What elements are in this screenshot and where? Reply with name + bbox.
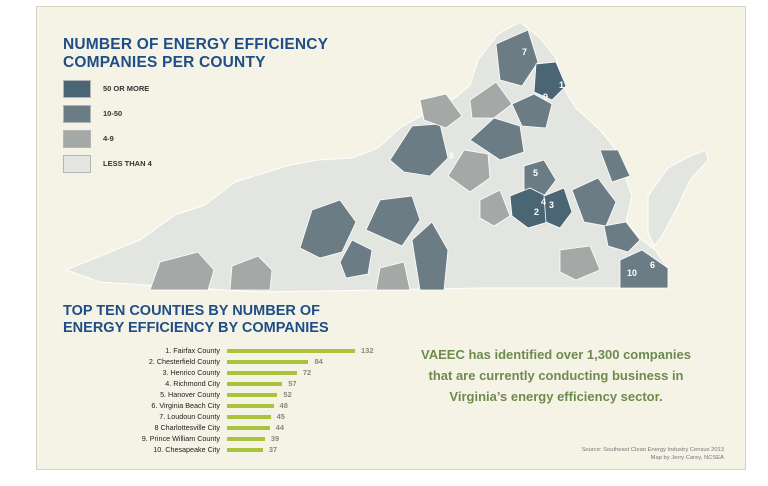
ranking-row: 1. Fairfax County 132 — [63, 346, 373, 357]
bar — [227, 448, 263, 452]
bar-label: 1. Fairfax County — [165, 346, 220, 355]
source-text: Source: Southeast Clean Energy Industry … — [581, 447, 724, 453]
bar-label: 5. Hanover County — [160, 390, 220, 399]
eastern-shore — [647, 149, 709, 247]
county-region — [571, 177, 617, 227]
county-region — [389, 123, 449, 177]
bar-value: 48 — [279, 401, 288, 410]
author-text: Map by Jerry Carey, NCSEA — [650, 455, 724, 461]
bar-value: 57 — [288, 379, 297, 388]
ranking-title: TOP TEN COUNTIES BY NUMBER OF ENERGY EFF… — [63, 303, 329, 336]
legend-swatch — [63, 155, 91, 173]
ranking-row: 8 Charlottesville City 44 — [63, 423, 363, 434]
county-region — [149, 251, 215, 291]
bar — [227, 349, 355, 353]
bar — [227, 426, 270, 430]
legend-item-50-or-more: 50 OR MORE — [63, 80, 263, 100]
bar-label: 4. Richmond City — [165, 379, 220, 388]
county-region — [495, 29, 539, 87]
county-label: 2 — [534, 207, 539, 217]
ranking-row: 7. Loudoun County 45 — [63, 412, 363, 423]
county-region — [603, 221, 641, 253]
county-region — [511, 93, 553, 129]
ranking-row: 3. Henrico County 72 — [63, 368, 363, 379]
bar-label: 9. Prince William County — [141, 434, 220, 443]
bar-label: 10. Chesapeake City — [153, 445, 220, 454]
county-region — [559, 245, 601, 281]
legend-swatch — [63, 130, 91, 148]
bar-label: 7. Loudoun County — [159, 412, 220, 421]
ranking-row: 4. Richmond City 57 — [63, 379, 363, 390]
county-region — [447, 149, 491, 193]
county-regions — [149, 29, 669, 291]
county-region — [419, 93, 463, 129]
county-region — [299, 199, 357, 259]
ranking-row: 9. Prince William County 39 — [63, 434, 363, 445]
legend-swatch — [63, 80, 91, 98]
bar-label: 6. Virginia Beach City — [151, 401, 220, 410]
ranking-row: 2. Chesterfield County 84 — [63, 357, 363, 368]
legend-label: 50 OR MORE — [103, 84, 150, 93]
bar-value: 39 — [270, 434, 280, 443]
county-label: 3 — [549, 200, 554, 210]
bar — [227, 437, 265, 441]
bar-label: 2. Chesterfield County — [148, 357, 220, 366]
source-credits: Source: Southeast Clean Energy Industry … — [582, 446, 724, 462]
bar-value: 132 — [361, 346, 374, 355]
bar-value: 37 — [268, 445, 278, 454]
county-region — [229, 255, 273, 291]
legend-label: LESS THAN 4 — [103, 159, 152, 168]
county-region — [619, 249, 669, 289]
statement-line: VAEEC has identified over 1,300 companie… — [421, 347, 691, 362]
county-region — [469, 81, 513, 119]
county-region — [523, 159, 557, 197]
county-region — [339, 239, 373, 279]
legend-item-10-50: 10-50 — [63, 105, 263, 125]
bar-value: 84 — [314, 357, 323, 366]
bar-label: 8 Charlottesville City — [154, 423, 220, 432]
bar — [227, 382, 283, 386]
county-region — [469, 117, 525, 161]
county-label: 4 — [541, 197, 546, 207]
county-label: 6 — [650, 260, 655, 270]
county-label: 7 — [522, 47, 527, 57]
ranking-row: 6. Virginia Beach City 48 — [63, 401, 363, 412]
bar — [227, 371, 297, 375]
county-region — [365, 195, 421, 247]
county-label: 8 — [449, 151, 454, 161]
statement-line: that are currently conducting business i… — [428, 368, 684, 383]
bar-label: 3. Henrico County — [162, 368, 220, 377]
county-region — [479, 189, 511, 227]
bar — [227, 415, 271, 419]
legend-item-4-9: 4-9 — [63, 130, 263, 150]
county-label: 5 — [533, 168, 538, 178]
legend-label: 4-9 — [103, 134, 114, 143]
county-label: 10 — [627, 268, 637, 278]
virginia-county-map: 7 1 9 8 5 4 3 2 10 6 — [64, 21, 709, 293]
bar — [227, 404, 274, 408]
map-title: NUMBER OF ENERGY EFFICIENCY COMPANIES PE… — [63, 36, 329, 71]
bar-value: 44 — [275, 423, 284, 432]
bar-value: 52 — [283, 390, 292, 399]
bar — [227, 360, 309, 364]
county-label: 9 — [543, 92, 548, 102]
legend-label: 10-50 — [103, 109, 123, 118]
county-label: 1 — [559, 80, 564, 90]
county-region — [533, 61, 567, 101]
bar-value: 72 — [302, 368, 312, 377]
county-region — [411, 221, 449, 291]
statement-line: Virginia’s energy efficiency sector. — [449, 389, 663, 404]
county-region — [599, 149, 631, 183]
legend-swatch — [63, 105, 91, 123]
bar — [227, 393, 278, 397]
ranking-row: 10. Chesapeake City 37 — [63, 445, 363, 456]
ranking-row: 5. Hanover County 52 — [63, 390, 363, 401]
bar-value: 45 — [276, 412, 285, 421]
vaeec-statement: VAEEC has identified over 1,300 companie… — [384, 344, 728, 407]
legend-item-less-than-4: LESS THAN 4 — [63, 155, 263, 175]
county-region — [543, 187, 573, 229]
county-region — [375, 261, 411, 291]
